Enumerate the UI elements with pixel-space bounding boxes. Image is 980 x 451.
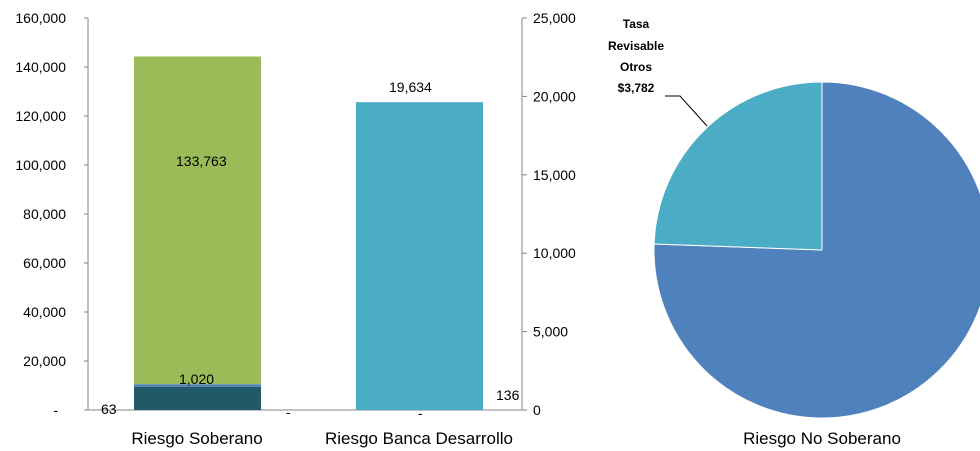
bar-riesgo-soberano-top-segment — [134, 56, 261, 385]
right-tick-label: 25,000 — [533, 10, 576, 26]
right-tick-label: 5,000 — [533, 324, 568, 340]
data-label-dash-left: - — [286, 404, 291, 420]
left-tick-label: 40,000 — [23, 304, 66, 320]
data-label-1020: 1,020 — [179, 371, 214, 387]
right-tick-label: 10,000 — [533, 245, 576, 261]
right-tick-label: 20,000 — [533, 88, 576, 104]
left-tick-label: 60,000 — [23, 255, 66, 271]
left-axis-ticks: - 20,000 40,000 60,000 80,000 100,000 120,000 1… — [15, 10, 88, 418]
right-tick-label: 15,000 — [533, 167, 576, 183]
pie-chart: Tasa Revisable Otros $3,782 Riesgo No So… — [608, 17, 980, 448]
pie-chart-title: Riesgo No Soberano — [743, 429, 901, 448]
bar-riesgo-banca-desarrollo — [356, 102, 483, 410]
right-axis-ticks: 0 5,000 10,000 15,000 20,000 25,000 — [522, 10, 576, 418]
data-label-63: 63 — [101, 401, 117, 417]
data-label-dash-right: - — [418, 405, 423, 421]
left-tick-label: - — [53, 402, 58, 418]
bar-chart: - 20,000 40,000 60,000 80,000 100,000 120,000 1… — [15, 10, 576, 448]
left-tick-label: 80,000 — [23, 206, 66, 222]
pie-leader-line — [665, 95, 708, 127]
left-tick-label: 140,000 — [15, 59, 66, 75]
bar-riesgo-soberano-base-segment — [134, 386, 261, 410]
pie-label-line-3: Otros — [620, 60, 652, 74]
left-tick-label: 20,000 — [23, 353, 66, 369]
pie-slice-tasa-revisable-otros — [653, 81, 823, 251]
data-label-19634: 19,634 — [389, 79, 432, 95]
left-tick-label: 100,000 — [15, 157, 66, 173]
pie-label-line-4: $3,782 — [618, 81, 655, 95]
category-label-riesgo-soberano: Riesgo Soberano — [131, 429, 262, 448]
left-tick-label: 120,000 — [15, 108, 66, 124]
category-label-riesgo-banca-desarrollo: Riesgo Banca Desarrollo — [325, 429, 513, 448]
right-tick-label: 0 — [533, 402, 541, 418]
bar-riesgo-soberano-middle-segment — [134, 384, 261, 387]
data-label-133763: 133,763 — [176, 153, 227, 169]
data-label-136: 136 — [496, 387, 520, 403]
pie-label-line-1: Tasa — [623, 17, 650, 31]
left-tick-label: 160,000 — [15, 10, 66, 26]
pie-label-line-2: Revisable — [608, 39, 664, 53]
